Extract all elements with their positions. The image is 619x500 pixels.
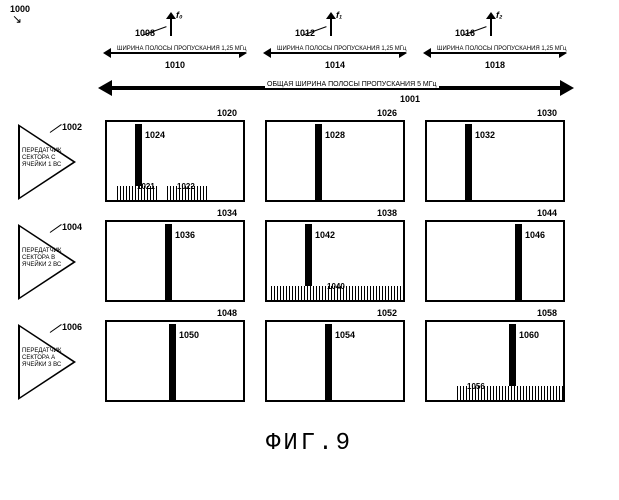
freq-label: f₀ xyxy=(176,10,183,20)
pilot-num: 1032 xyxy=(475,130,495,140)
spectrum-cell: 1050 xyxy=(105,320,245,402)
band-arrow xyxy=(270,52,400,54)
figure-caption: ФИГ.9 xyxy=(10,430,609,457)
band-label: ШИРИНА ПОЛОСЫ ПРОПУСКАНИЯ 1,25 МГц xyxy=(115,46,248,52)
pilot-tone xyxy=(165,224,172,300)
freq-arrow xyxy=(330,18,332,36)
total-band-label: ОБЩАЯ ШИРИНА ПОЛОСЫ ПРОПУСКАНИЯ 5 МГц xyxy=(265,81,439,88)
cell-num: 1034 xyxy=(217,208,237,218)
pilot-num: 1042 xyxy=(315,230,335,240)
pilot-num: 1024 xyxy=(145,130,165,140)
spectrum-cell: 1046 xyxy=(425,220,565,302)
spectrum-cell: 1056 1060 xyxy=(425,320,565,402)
freq-arrow xyxy=(170,18,172,36)
figure-id: 1000 xyxy=(10,4,30,14)
pilot-num: 1060 xyxy=(519,330,539,340)
tx-num: 1004 xyxy=(62,222,82,232)
pilot-num: 1050 xyxy=(179,330,199,340)
ref-num: 1022 xyxy=(177,182,195,191)
freq-arrow xyxy=(490,18,492,36)
cell-num: 1058 xyxy=(537,308,557,318)
pilot-tone xyxy=(169,324,176,400)
spectrum-cell: 1032 xyxy=(425,120,565,202)
cell-num: 1030 xyxy=(537,108,557,118)
tx-label: ПЕРЕДАТЧИК СЕКТОРА В ЯЧЕЙКИ 2 ВС xyxy=(22,248,61,270)
spectrum-cell: 1036 xyxy=(105,220,245,302)
tx-num: 1002 xyxy=(62,122,82,132)
pilot-num: 1054 xyxy=(335,330,355,340)
cell-num: 1048 xyxy=(217,308,237,318)
pilot-num: 1036 xyxy=(175,230,195,240)
figure-id-arrow: ↘ xyxy=(12,12,22,26)
pilot-tone xyxy=(325,324,332,400)
pilot-tone xyxy=(465,124,472,200)
pilot-num: 1046 xyxy=(525,230,545,240)
band-num: 1014 xyxy=(325,60,345,70)
tx-label: ПЕРЕДАТЧИК СЕКТОРА С ЯЧЕЙКИ 1 ВС xyxy=(22,148,61,170)
cell-num: 1038 xyxy=(377,208,397,218)
band-label: ШИРИНА ПОЛОСЫ ПРОПУСКАНИЯ 1,25 МГц xyxy=(435,46,568,52)
pilot-num: 1028 xyxy=(325,130,345,140)
spectrum-cell: 1054 xyxy=(265,320,405,402)
cell-num: 1020 xyxy=(217,108,237,118)
band-arrow xyxy=(430,52,560,54)
tx-num: 1006 xyxy=(62,322,82,332)
cell-num: 1052 xyxy=(377,308,397,318)
ref-num: 1040 xyxy=(327,282,345,291)
band-num: 1010 xyxy=(165,60,185,70)
ref-num: 1021 xyxy=(137,182,155,191)
band-label: ШИРИНА ПОЛОСЫ ПРОПУСКАНИЯ 1,25 МГц xyxy=(275,46,408,52)
cell-num: 1026 xyxy=(377,108,397,118)
ref-num: 1056 xyxy=(467,382,485,391)
spectrum-cell: 1021 1022 1024 xyxy=(105,120,245,202)
freq-label: f₁ xyxy=(336,10,342,20)
freq-label: f₂ xyxy=(496,10,502,20)
pilot-tone xyxy=(515,224,522,300)
spectrum-cell: 1040 1042 xyxy=(265,220,405,302)
tx-label: ПЕРЕДАТЧИК СЕКТОРА А ЯЧЕЙКИ 3 ВС xyxy=(22,348,61,370)
pilot-tone xyxy=(315,124,322,200)
total-band-num: 1001 xyxy=(400,94,420,104)
spectrum-cell: 1028 xyxy=(265,120,405,202)
band-arrow xyxy=(110,52,240,54)
cell-num: 1044 xyxy=(537,208,557,218)
band-num: 1018 xyxy=(485,60,505,70)
